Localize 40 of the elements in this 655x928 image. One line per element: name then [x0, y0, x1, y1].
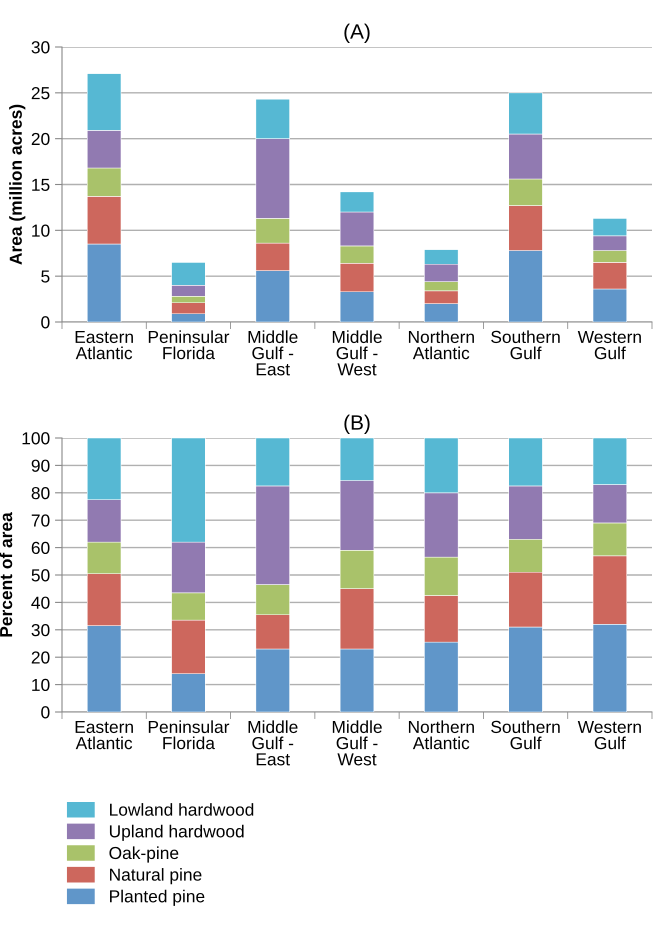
y-tick-label: 0 [41, 316, 50, 328]
y-tick-label: 30 [32, 41, 50, 54]
y-axis-title: Area (million acres) [9, 104, 26, 265]
chart-title: (A) [344, 24, 370, 43]
y-tick-label: 15 [32, 178, 50, 191]
y-tick-label: 5 [41, 270, 50, 283]
x-tick-label: Peninsular Florida [148, 330, 230, 360]
y-tick-label: 80 [32, 486, 50, 500]
y-tick-label: 10 [32, 678, 50, 692]
y-tick-label: 20 [32, 651, 50, 664]
y-tick-label: 20 [32, 132, 50, 146]
x-tick-label: Southern Gulf [491, 720, 560, 750]
x-tick-label: Eastern Atlantic [76, 720, 133, 750]
legend-label: Oak-pine [109, 846, 178, 863]
x-tick-label: Peninsular Florida [148, 720, 230, 750]
legend-label: Planted pine [110, 890, 204, 906]
x-tick-label: Western Gulf [578, 720, 641, 750]
legend-label: Natural pine [110, 868, 202, 884]
y-tick-label: 40 [31, 596, 50, 609]
x-tick-label: Northern Atlantic [408, 330, 474, 360]
chart-title: (B) [344, 414, 370, 434]
x-tick-label: Eastern Atlantic [76, 330, 133, 360]
y-tick-label: 30 [32, 624, 50, 636]
y-tick-label: 70 [32, 514, 50, 527]
y-tick-label: 0 [41, 706, 50, 718]
legend-label: Upland hardwood [110, 824, 244, 841]
x-tick-label: Middle Gulf - East [248, 330, 298, 376]
y-tick-label: 100 [22, 432, 50, 444]
y-tick-label: 25 [32, 87, 50, 100]
x-tick-label: Middle Gulf - East [248, 720, 298, 766]
x-tick-label: Western Gulf [578, 330, 641, 360]
x-tick-label: Middle Gulf - West [332, 330, 382, 376]
x-tick-label: Northern Atlantic [408, 720, 474, 750]
y-tick-label: 60 [32, 542, 50, 554]
y-tick-label: 50 [32, 569, 50, 582]
x-tick-label: Middle Gulf - West [332, 720, 382, 766]
legend-label: Lowland hardwood [110, 803, 254, 816]
y-tick-label: 90 [32, 460, 50, 472]
y-tick-label: 10 [32, 224, 50, 237]
x-tick-label: Southern Gulf [491, 330, 560, 360]
